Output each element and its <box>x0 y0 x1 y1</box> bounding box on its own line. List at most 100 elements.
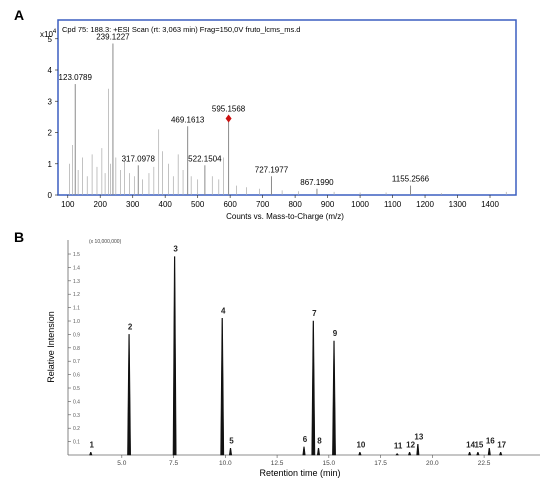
panel-a-y-ticks: 0 1 2 3 4 5 <box>48 35 58 200</box>
peak-number: 14 <box>466 440 475 449</box>
peak-number: 7 <box>312 309 317 318</box>
chromatogram-peak <box>407 452 412 456</box>
y-tick-label: 0.9 <box>73 332 80 338</box>
panel-a-letter: A <box>14 7 24 23</box>
chromatogram-peak <box>467 452 472 456</box>
peak-number: 11 <box>394 442 403 451</box>
panel-a-x-ticks: 100 200 300 400 500 600 700 800 900 1000 1100 1200 1… <box>61 195 499 209</box>
peak-label: 595.1568 <box>212 104 246 113</box>
chromatogram-peak <box>416 443 420 456</box>
y-tick-label: 1.1 <box>73 306 80 312</box>
panel-a-x-axis-label: Counts vs. Mass-to-Charge (m/z) <box>226 212 344 221</box>
panel-b-y-ticks: 0.1 0.2 0.3 0.4 0.5 0.6 0.7 0.8 0.9 1.0 1.1 1.2 1.3 1… <box>68 252 80 446</box>
peak-label: 469.1613 <box>171 115 205 124</box>
x-tick-label: 17.5 <box>374 460 387 467</box>
x-tick-label: 22.5 <box>478 460 491 467</box>
x-tick-label: 100 <box>61 200 75 209</box>
chromatogram-peak <box>395 453 399 456</box>
peak-number: 4 <box>221 306 226 315</box>
x-tick-label: 1000 <box>351 200 369 209</box>
panel-b-letter: B <box>14 229 24 245</box>
chromatogram-peak <box>220 318 225 456</box>
chromatogram-peak <box>332 340 336 456</box>
y-multiplier-exp: 4 <box>53 29 57 35</box>
x-tick-label: 1400 <box>481 200 499 209</box>
peak-number: 6 <box>303 435 308 444</box>
x-tick-label: 600 <box>223 200 237 209</box>
peak-number: 13 <box>414 432 423 441</box>
panel-a-peak-labels: 123.0789 239.1227 317.0978 469.1613 522.1504… <box>59 32 430 186</box>
panel-b-x-axis-label: Retention time (min) <box>259 468 340 478</box>
precursor-marker <box>225 114 232 123</box>
y-tick-label: 4 <box>48 66 53 75</box>
y-tick-label: 0.5 <box>73 386 80 392</box>
chromatogram-peak <box>487 448 491 456</box>
y-tick-label: 0.7 <box>73 359 80 365</box>
panel-a: A x104 Cpd 75: 188.3: +ESI Scan (rt: 3,0… <box>14 7 517 221</box>
panel-a-peaks <box>69 43 507 195</box>
x-tick-label: 200 <box>94 200 108 209</box>
peak-number: 15 <box>474 440 483 449</box>
chromatogram-peak <box>311 320 316 456</box>
y-tick-label: 1.2 <box>73 292 80 298</box>
peak-number: 10 <box>356 440 365 449</box>
chromatogram-peak <box>476 452 480 456</box>
x-tick-label: 500 <box>191 200 205 209</box>
peak-number: 8 <box>317 436 322 445</box>
peak-label: 867.1990 <box>300 178 334 187</box>
y-multiplier-base: x10 <box>40 30 53 39</box>
peak-label: 522.1504 <box>188 154 222 163</box>
y-tick-label: 5 <box>48 35 53 44</box>
x-tick-label: 900 <box>321 200 335 209</box>
panel-b-x-ticks: 5.0 7.5 10.0 12.5 15.0 17.5 20.0 22.5 <box>117 455 491 467</box>
y-tick-label: 1.4 <box>73 265 80 271</box>
peak-label: 317.0978 <box>122 154 156 163</box>
x-tick-label: 700 <box>256 200 270 209</box>
x-tick-label: 300 <box>126 200 140 209</box>
x-tick-label: 1300 <box>449 200 467 209</box>
panel-b: B (x 10,000,000) Relative Intension Rete… <box>14 229 540 478</box>
y-tick-label: 0.3 <box>73 413 80 419</box>
x-tick-label: 400 <box>159 200 173 209</box>
y-tick-label: 0 <box>48 191 53 200</box>
y-tick-label: 1.3 <box>73 279 80 285</box>
peak-label: 727.1977 <box>255 165 289 174</box>
chromatogram-peak <box>172 256 177 456</box>
peak-number: 9 <box>333 329 338 338</box>
chromatogram-peak <box>89 452 93 456</box>
peak-number: 5 <box>229 436 234 445</box>
peak-number: 12 <box>406 440 415 449</box>
x-tick-label: 1200 <box>416 200 434 209</box>
peak-label: 123.0789 <box>59 73 93 82</box>
x-tick-label: 20.0 <box>426 460 439 467</box>
y-tick-label: 0.1 <box>73 440 80 446</box>
panel-a-y-multiplier: x104 <box>40 29 57 39</box>
chromatogram-peak <box>499 452 503 456</box>
x-tick-label: 800 <box>288 200 302 209</box>
panel-b-y-axis-label: Relative Intension <box>46 311 56 383</box>
y-tick-label: 0.4 <box>73 399 80 405</box>
peak-number: 1 <box>90 440 95 449</box>
chromatogram-peak <box>316 448 321 456</box>
x-tick-label: 5.0 <box>117 460 126 467</box>
x-tick-label: 7.5 <box>169 460 178 467</box>
chromatogram-peak <box>127 334 131 456</box>
y-tick-label: 0.2 <box>73 426 80 432</box>
y-tick-label: 0.6 <box>73 373 80 379</box>
peak-label: 239.1227 <box>96 32 130 41</box>
peak-number: 2 <box>128 322 133 331</box>
y-tick-label: 1.0 <box>73 319 80 325</box>
y-tick-label: 0.8 <box>73 346 80 352</box>
y-tick-label: 2 <box>48 129 53 138</box>
y-tick-label: 1.5 <box>73 252 80 258</box>
peak-label: 1155.2566 <box>392 175 430 184</box>
chromatogram-peak <box>302 446 306 456</box>
panel-a-plot-frame <box>57 19 517 196</box>
panel-b-y-multiplier: (x 10,000,000) <box>89 239 122 245</box>
peak-number: 3 <box>173 245 178 254</box>
y-tick-label: 3 <box>48 97 53 106</box>
x-tick-label: 12.5 <box>271 460 284 467</box>
x-tick-label: 15.0 <box>323 460 336 467</box>
panel-a-title: Cpd 75: 188.3: +ESI Scan (rt: 3,063 min)… <box>62 25 300 34</box>
